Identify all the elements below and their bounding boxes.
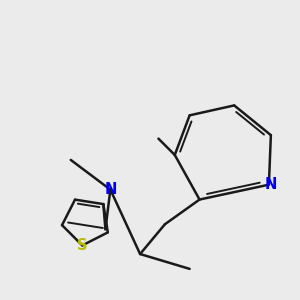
Text: N: N <box>104 182 117 197</box>
Text: N: N <box>264 177 277 192</box>
Text: S: S <box>77 238 88 253</box>
